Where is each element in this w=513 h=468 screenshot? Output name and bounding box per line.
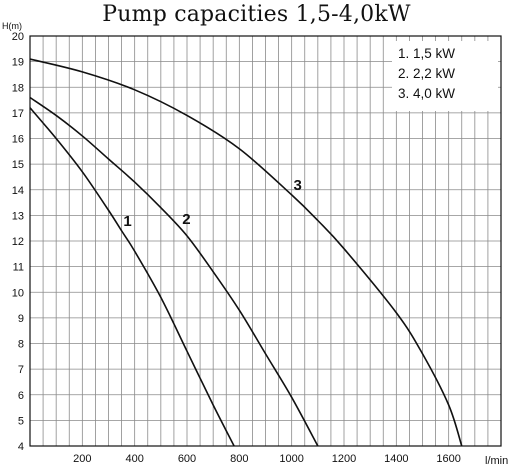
- y-tick-label: 7: [18, 364, 24, 376]
- y-tick-label: 20: [12, 31, 24, 43]
- pump-curve-2: [29, 96, 319, 447]
- x-tick-label: 1200: [332, 453, 356, 465]
- legend-entry: 3. 4,0 kW: [398, 86, 455, 101]
- series-layer: [29, 58, 463, 447]
- y-tick-label: 5: [18, 415, 24, 427]
- y-tick-label: 16: [12, 134, 24, 146]
- y-tick-label: 11: [13, 262, 24, 274]
- curve-label-1: 1: [123, 213, 131, 230]
- x-axis-label: l/min: [485, 455, 508, 467]
- x-tick-label: 600: [178, 453, 196, 465]
- x-tick-label: 400: [125, 453, 143, 465]
- legend-box: [392, 41, 498, 111]
- y-tick-label: 4: [18, 441, 24, 453]
- y-tick-label: 9: [18, 313, 24, 325]
- x-tick-label: 800: [230, 453, 248, 465]
- y-tick-label: 14: [12, 185, 24, 197]
- plot-frame: [29, 35, 502, 447]
- y-tick-label: 10: [12, 287, 24, 299]
- y-tick-label: 15: [12, 159, 24, 171]
- y-tick-label: 8: [18, 339, 24, 351]
- pump-curve-3: [29, 58, 463, 447]
- y-tick-label: 12: [12, 236, 24, 248]
- y-tick-label: 13: [12, 210, 24, 222]
- y-tick-label: 17: [12, 108, 24, 120]
- chart-title: Pump capacities 1,5-4,0kW: [102, 2, 411, 27]
- legend-entry: 2. 2,2 kW: [398, 66, 455, 81]
- y-tick-label: 6: [18, 390, 24, 402]
- x-tick-label: 1000: [279, 453, 303, 465]
- y-axis-label: H(m): [2, 21, 22, 31]
- curve-label-3: 3: [293, 177, 301, 194]
- y-tick-label: 19: [12, 57, 24, 69]
- x-tick-label: 1400: [384, 453, 408, 465]
- grid: [29, 35, 502, 447]
- pump-curve-1: [29, 107, 235, 447]
- x-tick-label: 1600: [436, 453, 460, 465]
- legend-entry: 1. 1,5 kW: [398, 46, 455, 61]
- legend: 1. 1,5 kW 2. 2,2 kW 3. 4,0 kW: [392, 41, 498, 111]
- x-tick-label: 200: [73, 453, 91, 465]
- curve-label-2: 2: [182, 211, 190, 228]
- y-tick-label: 18: [12, 82, 24, 94]
